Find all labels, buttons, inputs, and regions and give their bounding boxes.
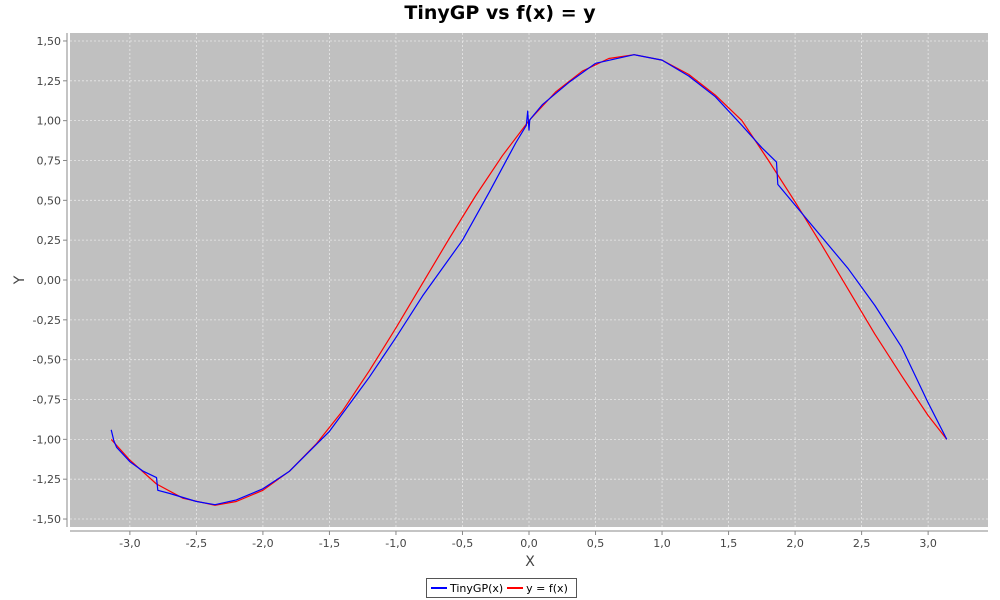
grid <box>70 33 988 527</box>
x-tick-label: -1,0 <box>385 537 406 550</box>
y-tick-label: 1,25 <box>37 75 62 88</box>
x-tick-label: -3,0 <box>119 537 140 550</box>
y-tick-label: 0,75 <box>37 154 62 167</box>
series-line-tinygp <box>110 54 948 506</box>
legend-label-target: y = f(x) <box>526 581 568 595</box>
legend: TinyGP(x) y = f(x) <box>426 578 577 598</box>
y-tick-label: -1,00 <box>33 433 61 446</box>
x-tick-label: 0,5 <box>587 537 605 550</box>
legend-label-tinygp: TinyGP(x) <box>450 581 504 595</box>
chart-title: TinyGP vs f(x) = y <box>404 2 596 24</box>
y-tick-label: 0,25 <box>37 234 62 247</box>
y-tick-label: -0,50 <box>33 354 61 367</box>
y-tick-label: -0,25 <box>33 314 61 327</box>
y-tick-label: 0,00 <box>37 274 62 287</box>
y-axis-label: Y <box>12 275 28 285</box>
legend-swatch-target <box>507 587 524 589</box>
series-line-target <box>110 54 948 506</box>
series <box>110 54 948 506</box>
y-tick-label: 1,00 <box>37 115 62 128</box>
x-axis-label: X <box>525 554 535 570</box>
legend-swatch-tinygp <box>431 587 447 589</box>
legend-item-target: y = f(x) <box>507 582 568 595</box>
y-tick-label: -1,25 <box>33 473 61 486</box>
axes: -3,0 -2,5 -2,0 -1,5 -1,0 -0,5 0,0 0,5 1,0 1,5 2,0 2… <box>33 33 988 550</box>
x-tick-label: -0,5 <box>452 537 473 550</box>
x-tick-label: -2,5 <box>186 537 207 550</box>
x-tick-label: 2,5 <box>853 537 871 550</box>
y-tick-label: 1,50 <box>37 35 62 48</box>
y-tick-label: -0,75 <box>33 394 61 407</box>
x-tick-label: 2,0 <box>786 537 804 550</box>
x-tick-label: 1,0 <box>653 537 671 550</box>
x-tick-label: -1,5 <box>319 537 340 550</box>
x-tick-label: 3,0 <box>919 537 937 550</box>
x-tick-label: 0,0 <box>520 537 538 550</box>
y-tick-label: 0,50 <box>37 194 62 207</box>
x-tick-label: 1,5 <box>720 537 738 550</box>
y-tick-label: -1,50 <box>33 513 61 526</box>
x-tick-label: -2,0 <box>252 537 273 550</box>
legend-item-tinygp: TinyGP(x) <box>431 582 503 595</box>
